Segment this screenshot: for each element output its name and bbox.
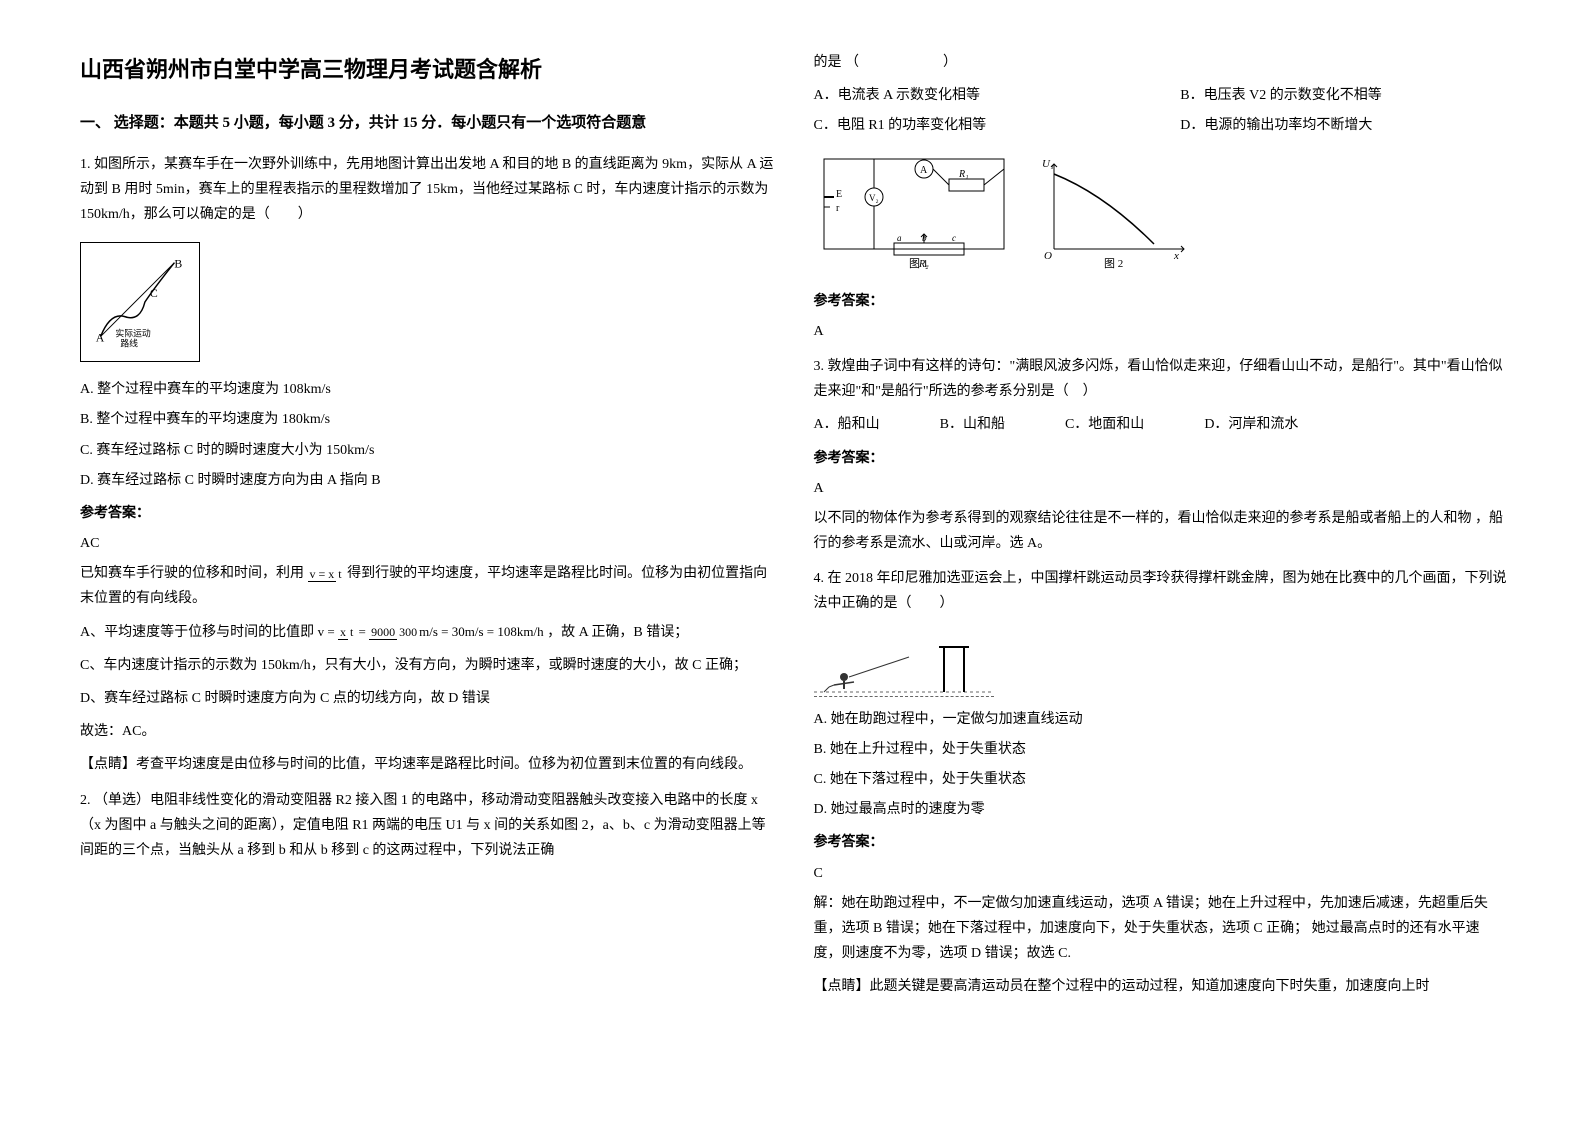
q2-text: 2. （单选）电阻非线性变化的滑动变阻器 R2 接入图 1 的电路中，移动滑动变…: [80, 788, 774, 864]
svg-text:实际运动: 实际运动: [115, 328, 151, 339]
q1-option-b: B. 整个过程中赛车的平均速度为 180km/s: [80, 407, 774, 432]
q1-point-note: 【点睛】考查平均速度是由位移与时间的比值，平均速率是路程比时间。位移为初位置到末…: [80, 752, 774, 777]
q1-answer: AC: [80, 531, 774, 556]
svg-text:图 1: 图 1: [909, 257, 928, 270]
svg-text:R₁: R₁: [958, 169, 969, 180]
q1-option-a: A. 整个过程中赛车的平均速度为 108km/s: [80, 377, 774, 402]
q3-option-a: A．船和山: [814, 412, 880, 437]
q4-answer: C: [814, 861, 1508, 886]
svg-text:U₁: U₁: [1042, 158, 1054, 170]
question-3: 3. 敦煌曲子词中有这样的诗句："满眼风波多闪烁，看山恰似走来迎，仔细看山山不动…: [814, 354, 1508, 556]
diagram-label-b: B: [174, 257, 182, 271]
explain-text: A、平均速度等于位移与时间的比值即: [80, 625, 314, 640]
q2-answer: A: [814, 319, 1508, 344]
q4-text: 4. 在 2018 年印尼雅加选亚运会上，中国撑杆跳运动员李玲获得撑杆跳金牌，图…: [814, 566, 1508, 616]
q3-option-d: D．河岸和流水: [1204, 412, 1298, 437]
q1-answer-label: 参考答案：: [80, 501, 774, 526]
svg-text:O: O: [1044, 250, 1052, 262]
svg-text:A: A: [920, 165, 928, 176]
q4-options: A. 她在助跑过程中，一定做匀加速直线运动 B. 她在上升过程中，处于失重状态 …: [814, 707, 1508, 823]
q1-text: 1. 如图所示，某赛车手在一次野外训练中，先用地图计算出出发地 A 和目的地 B…: [80, 152, 774, 228]
q4-point-note: 【点睛】此题关键是要高清运动员在整个过程中的运动过程，知道加速度向下时失重，加速…: [814, 974, 1508, 999]
svg-text:V₂: V₂: [869, 193, 879, 203]
q2-option-d: D．电源的输出功率均不断增大: [1180, 113, 1507, 138]
q3-explain: 以不同的物体作为参考系得到的观察结论往往是不一样的，看山恰似走来迎的参考系是船或…: [814, 506, 1508, 556]
q2-option-b: B．电压表 V2 的示数变化不相等: [1180, 83, 1507, 108]
q4-option-a: A. 她在助跑过程中，一定做匀加速直线运动: [814, 707, 1508, 732]
explain-text: 已知赛车手行驶的位移和时间，利用: [80, 566, 304, 581]
q4-option-d: D. 她过最高点时的速度为零: [814, 797, 1508, 822]
q4-answer-label: 参考答案：: [814, 830, 1508, 855]
q1-option-d: D. 赛车经过路标 C 时瞬时速度方向为由 A 指向 B: [80, 468, 774, 493]
q3-options: A．船和山 B．山和船 C．地面和山 D．河岸和流水: [814, 412, 1508, 437]
explain-text: ，故 A 正确，B 错误；: [547, 625, 688, 640]
q1-explain4: D、赛车经过路标 C 时瞬时速度方向为 C 点的切线方向，故 D 错误: [80, 686, 774, 711]
q1-explain1: 已知赛车手行驶的位移和时间，利用 v = xt 得到行驶的平均速度，平均速率是路…: [80, 561, 774, 611]
q1-diagram: A B C 实际运动 路线: [80, 242, 200, 362]
q4-option-c: C. 她在下落过程中，处于失重状态: [814, 767, 1508, 792]
document-title: 山西省朔州市白堂中学高三物理月考试题含解析: [80, 50, 774, 90]
q1-option-c: C. 赛车经过路标 C 时的瞬时速度大小为 150km/s: [80, 438, 774, 463]
formula-2: v = xt = 9000300m/s = 30m/s = 108km/h: [318, 620, 544, 644]
q4-explain: 解：她在助跑过程中，不一定做匀加速直线运动，选项 A 错误；她在上升过程中，先加…: [814, 891, 1508, 967]
q2-options: A．电流表 A 示数变化相等 B．电压表 V2 的示数变化不相等 C．电阻 R1…: [814, 83, 1508, 138]
q3-option-b: B．山和船: [940, 412, 1005, 437]
question-2-part2: 的是 （ ） A．电流表 A 示数变化相等 B．电压表 V2 的示数变化不相等 …: [814, 50, 1508, 344]
formula-1: v = xt: [308, 561, 344, 585]
q1-options: A. 整个过程中赛车的平均速度为 108km/s B. 整个过程中赛车的平均速度…: [80, 377, 774, 493]
diagram-label-a: A: [96, 330, 105, 344]
question-2-part1: 2. （单选）电阻非线性变化的滑动变阻器 R2 接入图 1 的电路中，移动滑动变…: [80, 788, 774, 864]
q3-option-c: C．地面和山: [1065, 412, 1144, 437]
svg-text:a: a: [897, 233, 902, 243]
q2-text-cont: 的是 （ ）: [814, 50, 1508, 75]
q2-answer-label: 参考答案：: [814, 289, 1508, 314]
q4-option-b: B. 她在上升过程中，处于失重状态: [814, 737, 1508, 762]
q1-conclusion: 故选：AC。: [80, 719, 774, 744]
svg-text:r: r: [836, 203, 840, 214]
svg-text:x: x: [1173, 250, 1179, 262]
q2-option-c: C．电阻 R1 的功率变化相等: [814, 113, 1141, 138]
question-4: 4. 在 2018 年印尼雅加选亚运会上，中国撑杆跳运动员李玲获得撑杆跳金牌，图…: [814, 566, 1508, 999]
svg-text:路线: 路线: [120, 337, 138, 348]
q3-answer: A: [814, 476, 1508, 501]
svg-text:E: E: [836, 189, 842, 200]
section-heading: 一、 选择题：本题共 5 小题，每小题 3 分，共计 15 分．每小题只有一个选…: [80, 110, 774, 137]
q2-circuit-diagram: A V₂ R₁ R₂ a b c E r 图 1: [814, 149, 1194, 279]
q1-explain2: A、平均速度等于位移与时间的比值即 v = xt = 9000300m/s = …: [80, 620, 774, 645]
q3-text: 3. 敦煌曲子词中有这样的诗句："满眼风波多闪烁，看山恰似走来迎，仔细看山山不动…: [814, 354, 1508, 404]
svg-text:图 2: 图 2: [1104, 257, 1123, 270]
q3-answer-label: 参考答案：: [814, 446, 1508, 471]
q4-diagram: [814, 627, 994, 697]
q2-option-a: A．电流表 A 示数变化相等: [814, 83, 1141, 108]
q1-explain3: C、车内速度计指示的示数为 150km/h，只有大小，没有方向，为瞬时速率，或瞬…: [80, 653, 774, 678]
svg-text:c: c: [952, 233, 956, 243]
question-1: 1. 如图所示，某赛车手在一次野外训练中，先用地图计算出出发地 A 和目的地 B…: [80, 152, 774, 778]
